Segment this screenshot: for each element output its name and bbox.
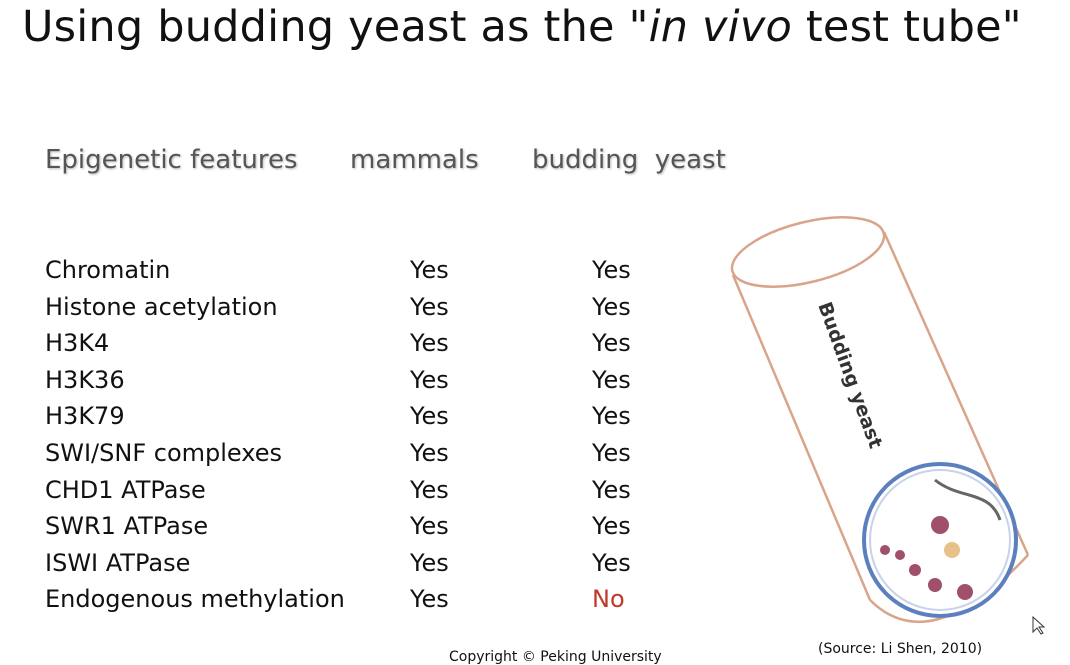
feature-cell: Endogenous methylation [45, 585, 345, 614]
answer-cell: No [592, 585, 625, 614]
table-row: Endogenous methylation Yes No [0, 585, 720, 621]
feature-cell: H3K36 [45, 365, 125, 394]
table-row: CHD1 ATPase Yes Yes [0, 476, 720, 512]
answer-cell: Yes [410, 512, 449, 541]
column-header: Epigenetic features [45, 145, 298, 175]
table-row: ISWI ATPase Yes Yes [0, 549, 720, 585]
copyright: Copyright © Peking University [449, 649, 662, 665]
table-row: H3K79 Yes Yes [0, 402, 720, 438]
feature-cell: ISWI ATPase [45, 548, 191, 577]
feature-cell: SWI/SNF complexes [45, 439, 282, 467]
answer-cell: Yes [592, 365, 631, 394]
cursor [1032, 615, 1046, 635]
answer-cell: Yes [592, 512, 631, 541]
answer-cell: Yes [410, 475, 449, 504]
answer-cell: Yes [592, 329, 631, 358]
column-header: mammals [350, 145, 479, 175]
answer-cell: Yes [410, 256, 449, 284]
tube-label: Budding yeast [813, 299, 886, 451]
feature-cell: H3K4 [45, 329, 110, 358]
answer-cell: Yes [592, 548, 631, 577]
slide-title: Using budding yeast as the "in vivo test… [22, 2, 1022, 52]
table-row: SWR1 ATPase Yes Yes [0, 512, 720, 548]
table-row: Histone acetylation Yes Yes [0, 293, 720, 329]
cell-circle [862, 462, 1018, 618]
answer-cell: Yes [592, 256, 631, 284]
dna [934, 478, 1002, 521]
answer-cell: Yes [410, 329, 449, 358]
feature-cell: Chromatin [45, 256, 171, 284]
feature-cell: CHD1 ATPase [45, 475, 206, 504]
title-italic: in vivo [648, 2, 792, 52]
table-row: H3K36 Yes Yes [0, 366, 720, 402]
answer-cell: Yes [592, 292, 631, 321]
title-text: Using budding yeast as the " [22, 2, 649, 52]
table-row: H3K4 Yes Yes [0, 329, 720, 365]
answer-cell: Yes [410, 402, 449, 431]
column-header: budding yeast [532, 145, 726, 175]
answer-cell: Yes [592, 439, 631, 467]
cell-inner [869, 469, 1011, 611]
answer-cell: Yes [410, 585, 449, 614]
feature-cell: SWR1 ATPase [45, 512, 209, 541]
answer-cell: Yes [592, 475, 631, 504]
answer-cell: Yes [410, 548, 449, 577]
source-note: (Source: Li Shen, 2010) [818, 641, 983, 657]
answer-cell: Yes [410, 439, 449, 467]
tube-wall [731, 274, 872, 601]
feature-cell: H3K79 [45, 402, 125, 431]
tube-rim [730, 216, 886, 288]
feature-cell: Histone acetylation [45, 292, 278, 321]
table-row: Chromatin Yes Yes [0, 256, 720, 292]
nucleosomes [880, 516, 973, 600]
answer-cell: Yes [410, 365, 449, 394]
title-text: test tube" [791, 2, 1022, 52]
answer-cell: Yes [410, 292, 449, 321]
table-row: SWI/SNF complexes Yes Yes [0, 439, 720, 475]
remodeler [944, 542, 960, 558]
answer-cell: Yes [592, 402, 631, 431]
